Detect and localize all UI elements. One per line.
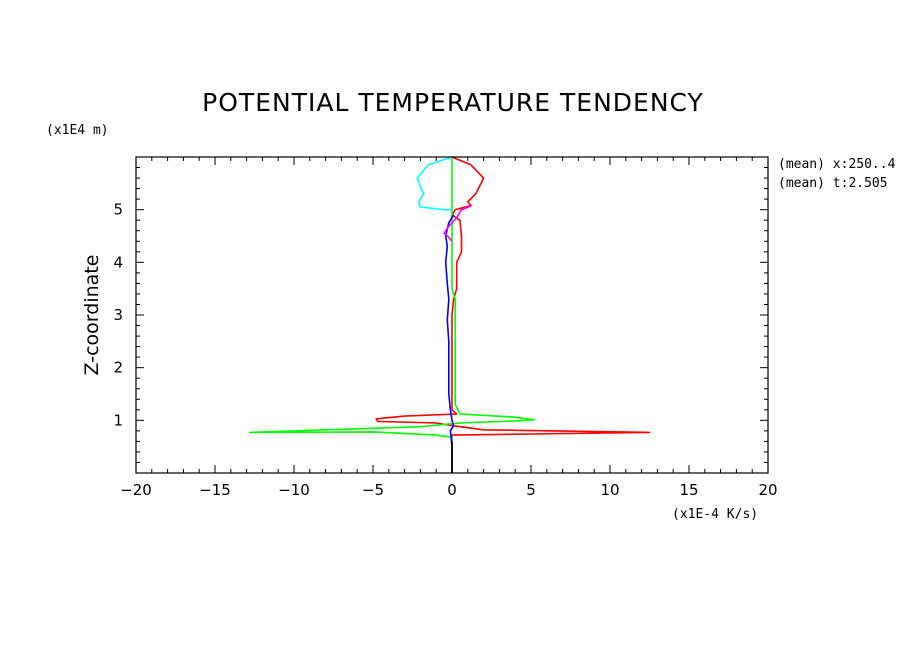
y-units-label: (x1E4 m)	[46, 123, 109, 138]
y-tick-label: 1	[113, 411, 123, 429]
x-tick-label: 0	[447, 481, 457, 499]
x-tick-label: 10	[600, 481, 619, 499]
x-tick-label: −20	[120, 481, 152, 499]
chart-title: POTENTIAL TEMPERATURE TENDENCY	[202, 88, 704, 117]
y-tick-label: 3	[113, 306, 123, 324]
tick-labels: −20 −15 −10 −5 0 5 10 15 20 1 2 3 4 5	[113, 201, 777, 499]
series-line-5	[443, 205, 472, 242]
series-line-2	[249, 157, 536, 473]
x-tick-label: −5	[362, 481, 384, 499]
x-units-label: (x1E-4 K/s)	[672, 507, 758, 522]
series-line-3	[416, 156, 453, 211]
y-tick-label: 5	[113, 201, 123, 219]
x-tick-label: −10	[278, 481, 310, 499]
series-line-4	[444, 214, 455, 473]
x-tick-label: 20	[758, 481, 777, 499]
x-tick-label: 15	[679, 481, 698, 499]
x-tick-label: −15	[199, 481, 231, 499]
annotation-x-mean: (mean) x:250..4	[778, 157, 896, 172]
annotation-t-mean: (mean) t:2.505	[778, 176, 888, 191]
y-axis-label: Z-coordinate	[81, 255, 103, 376]
y-tick-label: 2	[113, 359, 123, 377]
plot-frame	[135, 156, 769, 474]
x-tick-label: 5	[526, 481, 536, 499]
series-layer	[249, 156, 651, 473]
y-tick-label: 4	[113, 253, 123, 271]
series-line-1	[375, 156, 651, 473]
